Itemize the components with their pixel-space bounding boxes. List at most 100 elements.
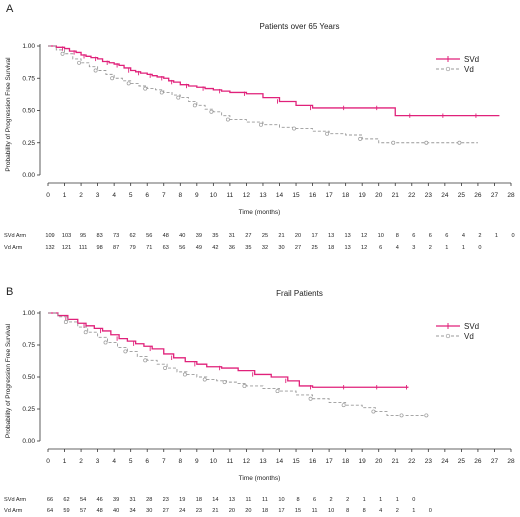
risk-count: 2: [346, 497, 349, 503]
censor-mark-vd: [391, 140, 396, 145]
risk-count: 23: [163, 497, 169, 503]
panel-label: A: [6, 3, 14, 15]
risk-row-label: Vd Arm: [4, 508, 23, 514]
risk-count: 3: [412, 245, 415, 251]
x-tick-label: 27: [491, 192, 499, 199]
censor-mark-vd: [225, 117, 230, 122]
legend-label: Vd: [464, 332, 474, 341]
y-tick-label: 0.50: [22, 108, 35, 115]
x-tick-label: 1: [63, 192, 67, 199]
risk-count: 4: [379, 508, 382, 514]
risk-count: 6: [412, 233, 415, 239]
y-tick-label: 0.25: [22, 406, 35, 413]
risk-count: 4: [462, 233, 465, 239]
x-tick-label: 18: [342, 458, 350, 465]
censor-mark-vd: [143, 358, 148, 363]
x-tick-label: 3: [96, 192, 100, 199]
censor-mark-vd: [176, 95, 181, 100]
risk-count: 121: [62, 245, 71, 251]
legend-label: SVd: [464, 322, 479, 331]
risk-count: 0: [412, 497, 415, 503]
legend-entry-svd: SVd: [436, 322, 479, 331]
x-tick-label: 1: [63, 458, 67, 465]
x-tick-label: 13: [259, 192, 267, 199]
risk-count: 10: [328, 508, 334, 514]
risk-count: 20: [229, 508, 235, 514]
legend-label: Vd: [464, 65, 474, 74]
x-tick-label: 15: [292, 458, 300, 465]
x-tick-label: 17: [325, 458, 333, 465]
censor-mark-vd: [341, 403, 346, 408]
censor-mark-vd: [275, 389, 280, 394]
risk-count: 11: [262, 497, 268, 503]
x-tick-label: 24: [441, 192, 449, 199]
risk-count: 30: [278, 245, 284, 251]
x-tick-label: 8: [178, 458, 182, 465]
risk-count: 18: [328, 245, 334, 251]
risk-count: 31: [229, 233, 235, 239]
x-tick-label: 6: [145, 458, 149, 465]
censor-mark-vd: [399, 413, 404, 418]
risk-count: 6: [379, 245, 382, 251]
censor-mark-vd: [182, 372, 187, 377]
risk-count: 1: [396, 497, 399, 503]
risk-count: 63: [163, 245, 169, 251]
risk-count: 56: [146, 233, 152, 239]
risk-count: 27: [163, 508, 169, 514]
censor-mark-vd: [222, 380, 227, 385]
x-tick-label: 11: [227, 192, 234, 199]
censor-mark-vd: [325, 131, 330, 136]
risk-count: 39: [113, 497, 119, 503]
risk-count: 95: [80, 233, 86, 239]
risk-count: 15: [295, 508, 301, 514]
censor-mark-vd: [457, 140, 462, 145]
risk-count: 21: [212, 508, 218, 514]
risk-count: 57: [80, 508, 86, 514]
risk-count: 8: [363, 508, 366, 514]
x-tick-label: 5: [129, 192, 133, 199]
risk-count: 25: [262, 233, 268, 239]
risk-count: 13: [345, 233, 351, 239]
y-tick-label: 0.00: [22, 438, 35, 445]
risk-count: 12: [361, 245, 367, 251]
series-line-vd: [48, 312, 429, 416]
chart-title: Patients over 65 Years: [259, 22, 339, 31]
risk-count: 10: [378, 233, 384, 239]
censor-mark-vd: [371, 409, 376, 414]
risk-count: 49: [196, 245, 202, 251]
legend-entry-svd: SVd: [436, 55, 479, 64]
risk-count: 1: [363, 497, 366, 503]
x-tick-label: 19: [359, 192, 367, 199]
risk-row-label: Vd Arm: [4, 245, 23, 251]
risk-count: 54: [80, 497, 86, 503]
y-axis-label: Probability of Progression Free Survival: [5, 323, 12, 438]
risk-count: 18: [196, 497, 202, 503]
risk-count: 1: [495, 233, 498, 239]
risk-count: 20: [245, 508, 251, 514]
risk-count: 2: [429, 245, 432, 251]
censor-mark-vd: [163, 366, 168, 370]
risk-count: 132: [45, 245, 54, 251]
risk-count: 73: [113, 233, 119, 239]
risk-count: 62: [63, 497, 69, 503]
risk-count: 6: [313, 497, 316, 503]
censor-mark-vd: [60, 51, 65, 56]
risk-count: 32: [262, 245, 268, 251]
risk-count: 8: [396, 233, 399, 239]
risk-count: 42: [212, 245, 218, 251]
y-axis-label: Probability of Progression Free Survival: [5, 57, 12, 172]
series-line-vd: [48, 45, 478, 144]
risk-count: 27: [295, 245, 301, 251]
x-tick-label: 11: [227, 458, 234, 465]
x-tick-label: 18: [342, 192, 350, 199]
risk-count: 0: [478, 245, 481, 251]
x-tick-label: 0: [46, 192, 50, 199]
x-tick-label: 8: [178, 192, 182, 199]
risk-count: 1: [412, 508, 415, 514]
risk-count: 109: [45, 233, 54, 239]
risk-count: 4: [396, 245, 399, 251]
risk-count: 27: [245, 233, 251, 239]
series-line-svd: [48, 45, 500, 117]
x-tick-label: 6: [145, 192, 149, 199]
